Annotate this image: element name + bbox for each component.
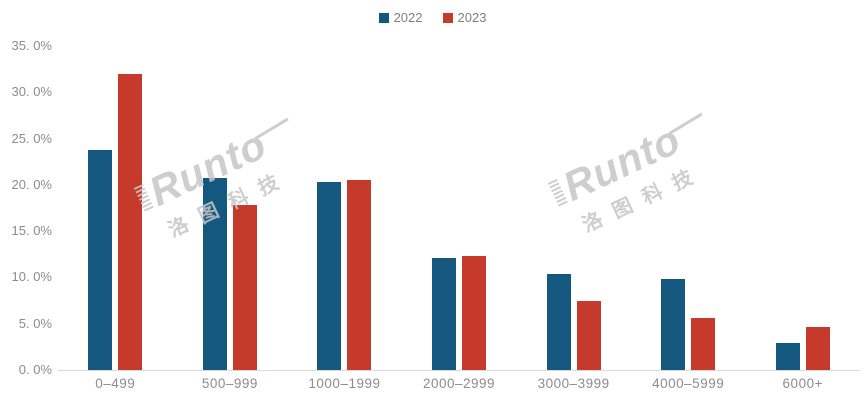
bar-group-4000–5999 — [631, 46, 746, 370]
bar-2022-0–499[interactable] — [88, 149, 113, 370]
x-tick-label: 500–999 — [201, 376, 258, 391]
bar-2022-2000–2999[interactable] — [432, 258, 457, 370]
bar-2023-2000–2999[interactable] — [462, 256, 487, 370]
bar-2022-1000–1999[interactable] — [317, 182, 342, 370]
bar-2023-4000–5999[interactable] — [691, 318, 716, 370]
y-tick-label: 15. 0% — [11, 223, 52, 239]
y-tick-label: 5. 0% — [18, 315, 52, 331]
bar-2023-500–999[interactable] — [232, 205, 257, 370]
legend-item-2023[interactable]: 2023 — [442, 10, 487, 25]
bar-2022-6000+[interactable] — [775, 343, 800, 370]
bar-2022-500–999[interactable] — [202, 178, 227, 370]
bar-2023-0–499[interactable] — [118, 73, 143, 370]
y-tick-label: 30. 0% — [11, 84, 52, 100]
bar-group-2000–2999 — [402, 46, 517, 370]
legend-label: 2023 — [457, 10, 487, 25]
bar-group-0–499 — [58, 46, 173, 370]
legend-label: 2022 — [393, 10, 423, 25]
x-tick-label: 4000–5999 — [652, 376, 725, 391]
plot-area — [58, 46, 860, 371]
bar-2023-6000+[interactable] — [805, 327, 830, 370]
legend-item-2022[interactable]: 2022 — [378, 10, 423, 25]
bar-2022-3000–3999[interactable] — [546, 273, 571, 370]
x-axis: 0–499 500–999 1000–1999 2000–2999 3000–3999 4… — [58, 376, 860, 391]
bar-2022-4000–5999[interactable] — [661, 279, 686, 370]
y-tick-label: 0. 0% — [18, 362, 52, 377]
legend-swatch-icon — [442, 12, 453, 23]
x-tick-label: 0–499 — [95, 376, 136, 391]
bar-group-1000–1999 — [287, 46, 402, 370]
y-tick-label: 10. 0% — [11, 269, 52, 285]
x-tick-label: 2000–2999 — [422, 376, 496, 391]
y-tick-label: 20. 0% — [11, 176, 52, 192]
bar-group-6000+ — [745, 46, 860, 370]
bar-2023-1000–1999[interactable] — [347, 180, 372, 370]
bar-group-500–999 — [173, 46, 288, 370]
y-tick-label: 25. 0% — [11, 130, 52, 146]
x-tick-label: 6000+ — [782, 376, 823, 391]
x-tick-label: 1000–1999 — [308, 376, 381, 391]
legend-swatch-icon — [378, 12, 389, 23]
bar-2023-3000–3999[interactable] — [576, 300, 601, 370]
bar-group-3000–3999 — [516, 46, 631, 370]
legend: 2022 2023 — [0, 10, 865, 25]
y-tick-label: 35. 0% — [11, 38, 52, 53]
x-tick-label: 3000–3999 — [537, 376, 610, 391]
